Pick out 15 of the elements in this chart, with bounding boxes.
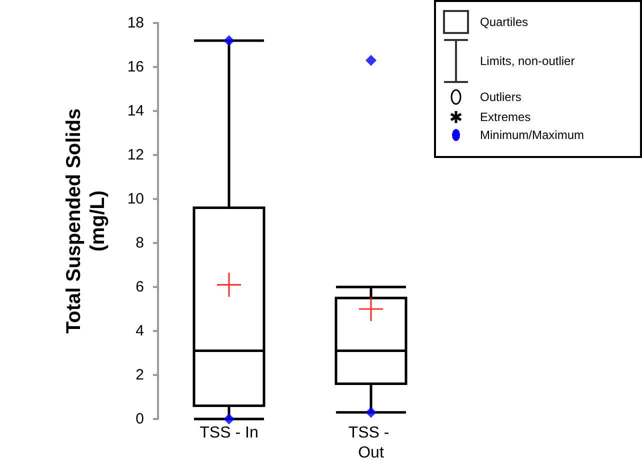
y-tick-label: 16: [127, 58, 144, 76]
y-tick-label: 14: [127, 102, 144, 120]
x-tick-label: TSS - In: [200, 424, 258, 442]
legend-label: Minimum/Maximum: [480, 128, 584, 142]
y-tick-label: 2: [136, 366, 144, 384]
y-tick-label: 12: [127, 146, 144, 164]
y-tick-label: 10: [127, 190, 144, 208]
y-tick-label: 8: [136, 234, 144, 252]
y-tick-label: 4: [136, 322, 144, 340]
y-tick-label: 0: [136, 410, 144, 428]
legend-panel: Quartiles Limits, non-outlier Outliers Extremes Minimum/Maximum: [434, 0, 642, 158]
y-tick-label: 6: [136, 278, 144, 296]
y-tick-label: 18: [127, 14, 144, 32]
y-axis-title: Total Suspended Solids (mg/L): [63, 108, 109, 334]
x-tick-label: TSS - Out: [348, 424, 394, 462]
